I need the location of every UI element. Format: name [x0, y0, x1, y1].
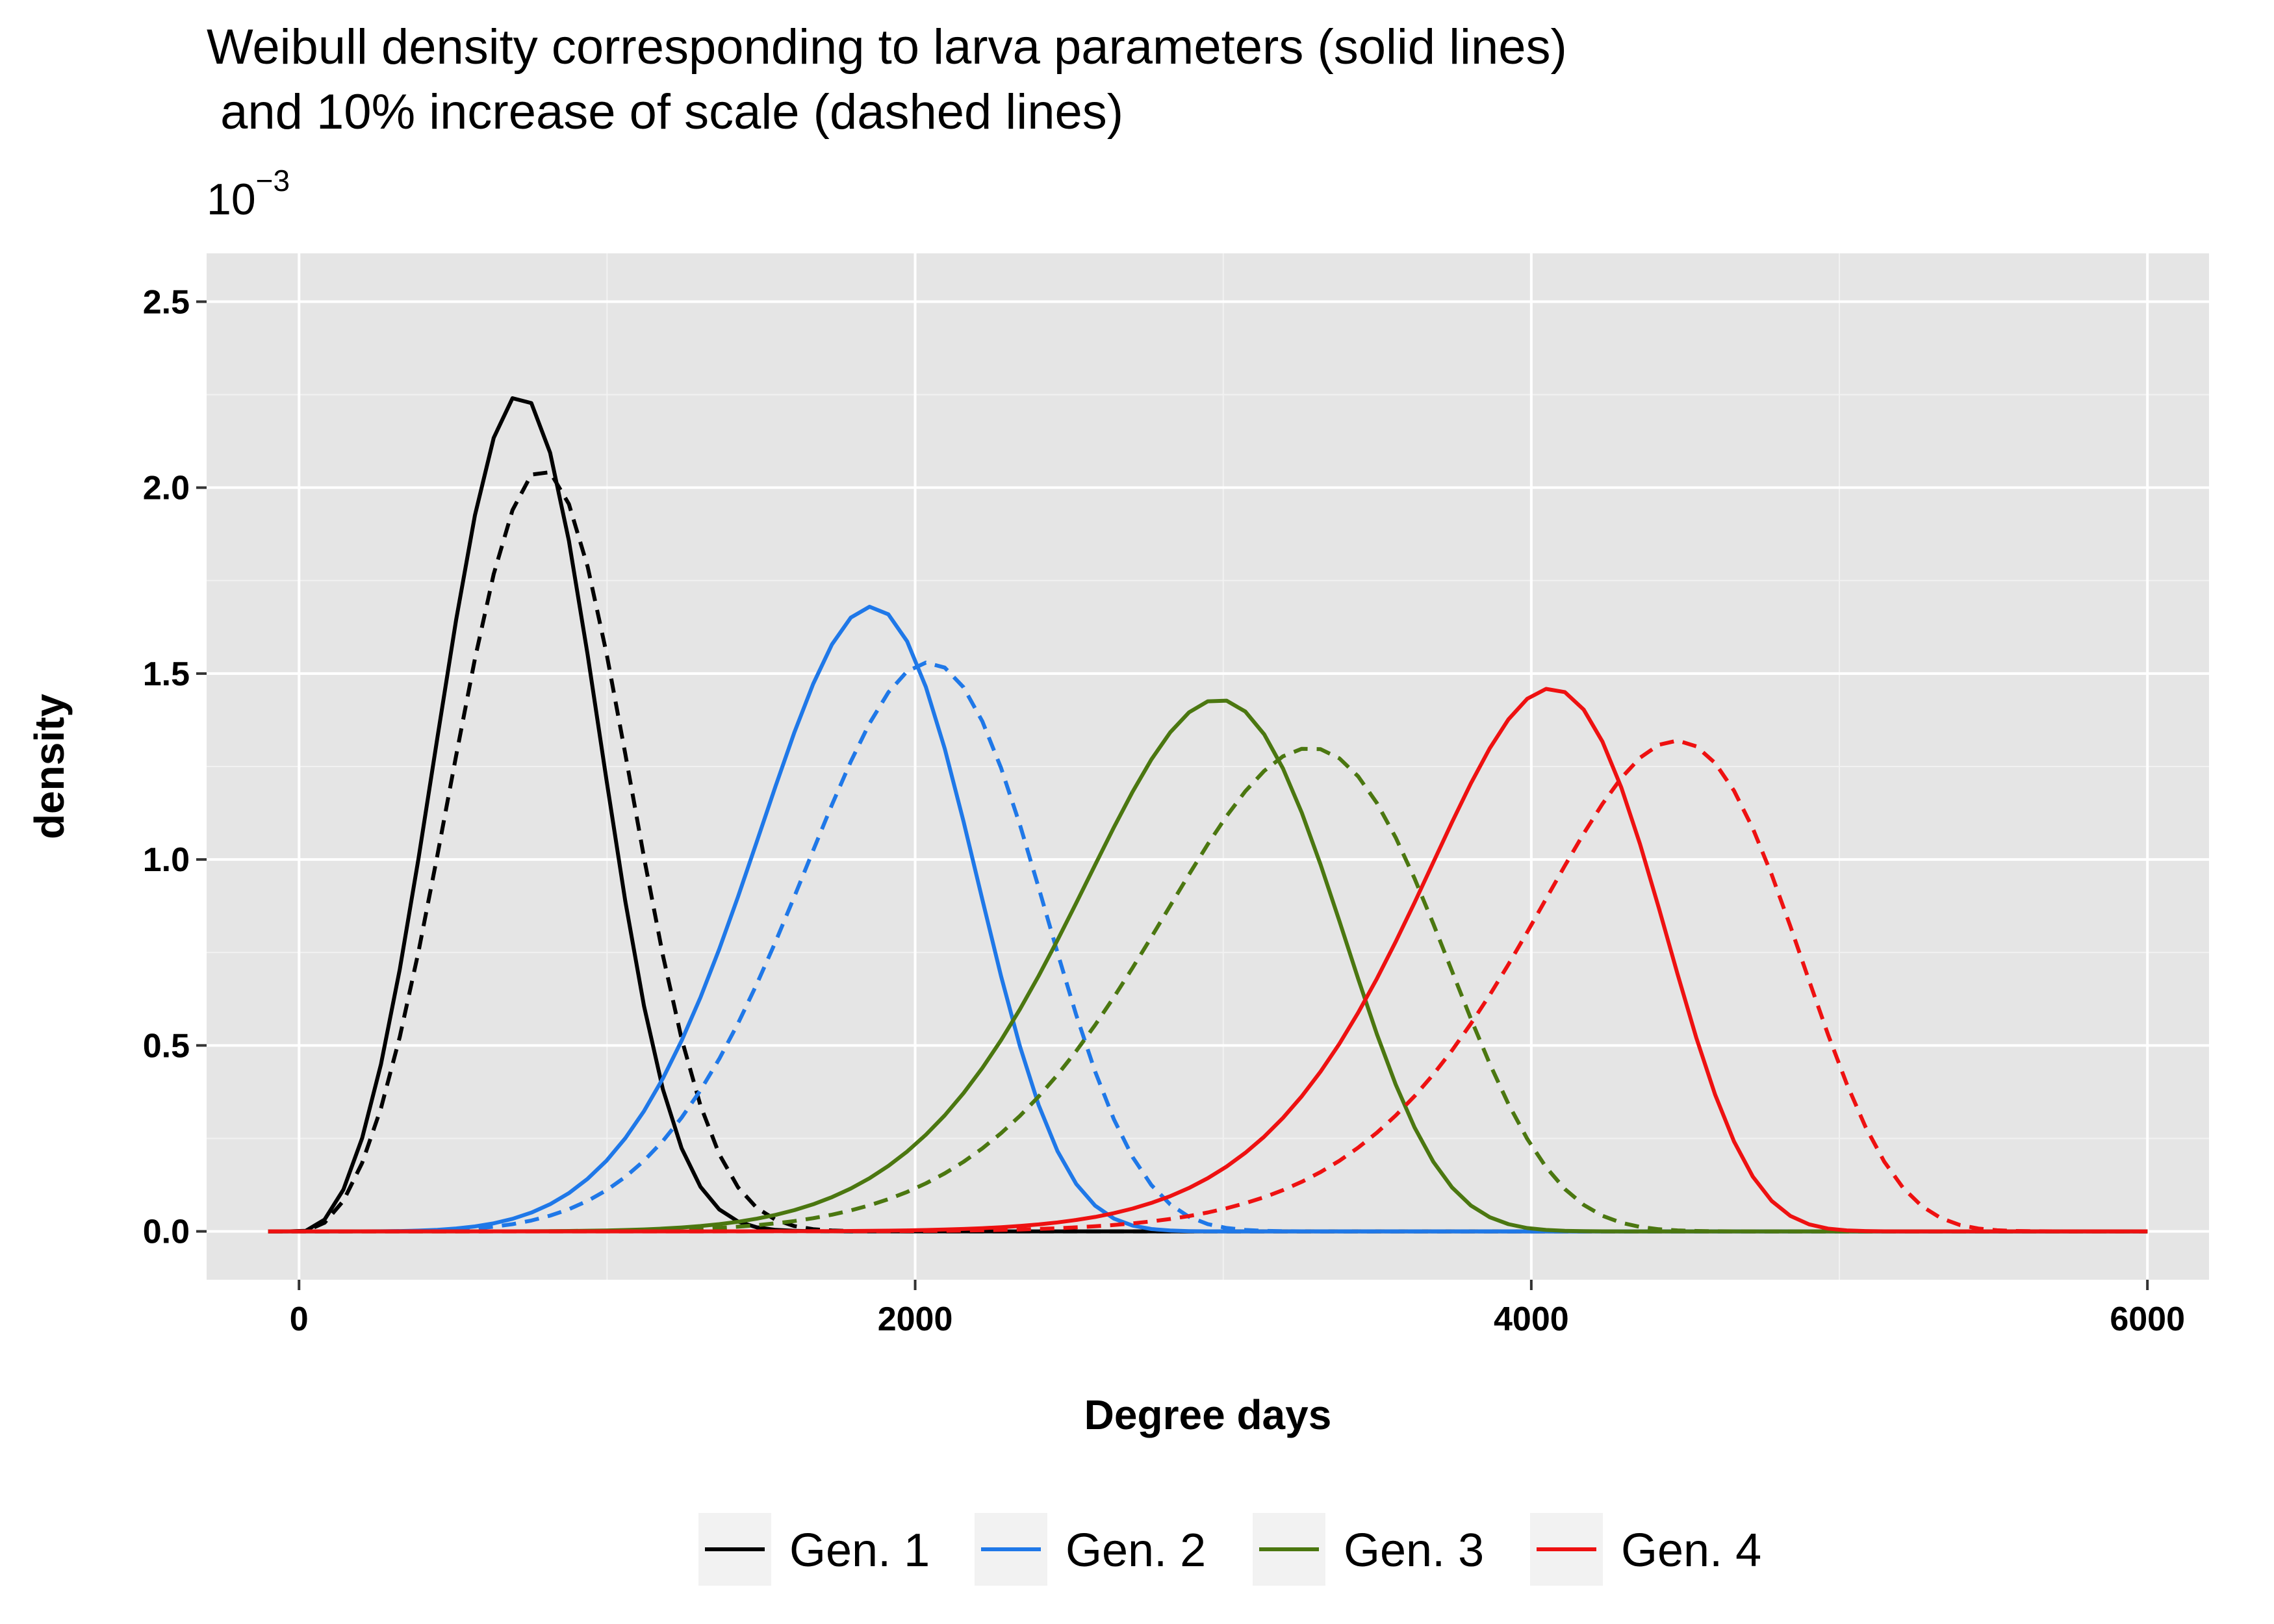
series-layer: [268, 396, 2148, 1234]
y-tick-label: 1.5: [143, 655, 190, 693]
x-tick-label: 6000: [2110, 1300, 2185, 1338]
chart-title: Weibull density corresponding to larva p…: [207, 19, 1567, 75]
x-tick-label: 0: [290, 1300, 309, 1338]
series-line-gen-4dashed: [268, 739, 2148, 1234]
y-multiplier-exponent: −3: [256, 164, 290, 197]
x-tick-label: 4000: [1494, 1300, 1569, 1338]
y-tick-label: 2.5: [143, 283, 190, 321]
y-axis-title: density: [26, 694, 73, 839]
y-axis: 0.0 0.5 1.0 1.5 2.0 2.5: [143, 283, 207, 1251]
y-tick-label: 2.0: [143, 470, 190, 507]
y-tick-label: 0.5: [143, 1027, 190, 1065]
x-axis-title: Degree days: [1084, 1391, 1332, 1438]
x-axis: 0 2000 4000 6000: [290, 1280, 2185, 1338]
y-tick-label: 1.0: [143, 841, 190, 879]
legend-label: Gen. 4: [1621, 1525, 1761, 1577]
y-multiplier-label: 10−3: [207, 164, 290, 224]
legend-label: Gen. 1: [789, 1525, 930, 1577]
legend-label: Gen. 3: [1344, 1525, 1484, 1577]
x-tick-label: 2000: [878, 1300, 953, 1338]
minor-gridlines: [207, 253, 2209, 1280]
legend: Gen. 1 Gen. 2 Gen. 3 Gen. 4: [698, 1513, 1761, 1586]
y-tick-label: 0.0: [143, 1213, 190, 1251]
legend-label: Gen. 2: [1066, 1525, 1206, 1577]
chart-title-line2: and 10% increase of scale (dashed lines): [207, 84, 1123, 140]
y-multiplier-base: 10: [207, 175, 256, 224]
